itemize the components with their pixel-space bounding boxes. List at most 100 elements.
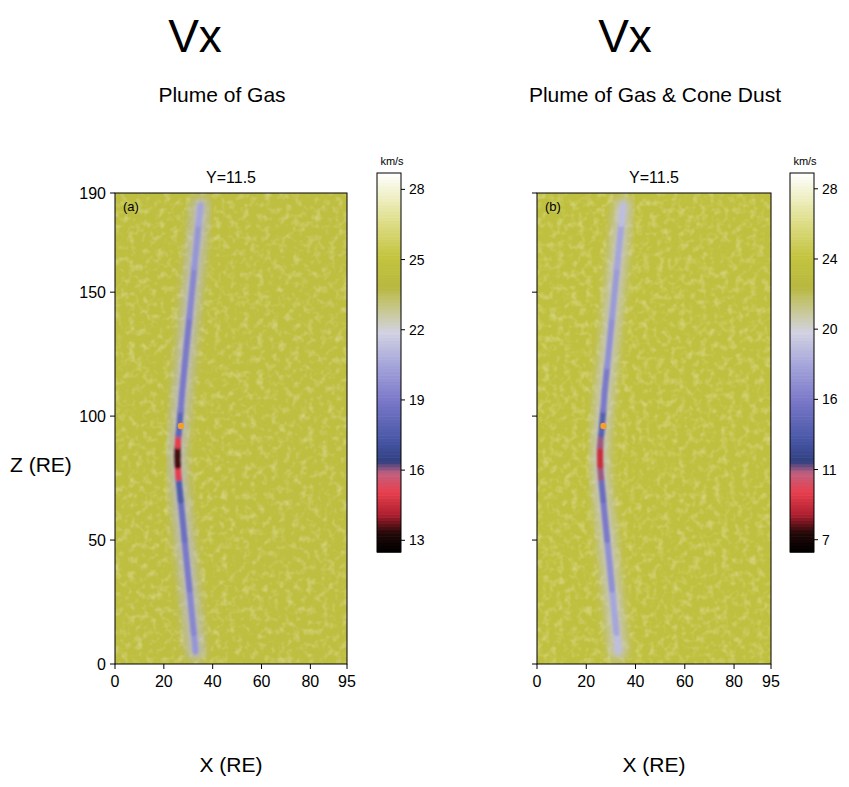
x-tick [537, 664, 538, 669]
plume-segment [621, 205, 623, 224]
title: Vx [168, 10, 222, 62]
source-marker [600, 423, 606, 429]
x-tick [310, 664, 311, 669]
colorbar-tick [401, 329, 405, 330]
plot-area [537, 193, 771, 664]
plume-segment [199, 205, 201, 224]
x-tick [163, 664, 164, 669]
y-tick [532, 664, 537, 665]
plot-title: Y=11.5 [206, 169, 256, 186]
plume-segment [603, 500, 607, 540]
colorbar-tick-label: 28 [409, 181, 425, 197]
plume-segment [601, 410, 603, 435]
colorbar-tick-label: 22 [409, 322, 425, 338]
colorbar-tick [814, 188, 818, 189]
x-tick [212, 664, 213, 669]
panel: VxPlume of Gas & Cone DustY=11.5(b)02040… [529, 10, 838, 776]
colorbar-label: km/s [793, 155, 817, 167]
plume-segment [607, 317, 612, 367]
y-tick [110, 292, 115, 293]
background-field [115, 193, 347, 664]
x-tick [771, 664, 772, 669]
colorbar-frame [377, 173, 401, 552]
colorbar-slice [377, 173, 401, 177]
x-axis-title: X (RE) [200, 753, 263, 776]
colorbar-tick [814, 258, 818, 259]
plot-title: Y=11.5 [629, 169, 679, 186]
source-marker [178, 423, 184, 429]
y-axis-title: Z (RE) [10, 453, 72, 476]
colorbar-tick [814, 329, 818, 330]
plume-segment [612, 267, 617, 317]
x-tick-label: 40 [204, 673, 222, 690]
colorbar-tick-label: 13 [409, 532, 425, 548]
colorbar-frame [790, 173, 814, 552]
x-tick-label: 80 [725, 673, 743, 690]
y-tick-label: 0 [97, 656, 106, 673]
plume-segment [603, 367, 607, 410]
colorbar-tick [401, 399, 405, 400]
plume-segment [181, 500, 185, 540]
plume-segment [185, 540, 190, 590]
panel: VxPlume of GasY=11.5(a)02040608095050100… [10, 10, 425, 776]
colorbar-slice [790, 173, 814, 177]
x-tick [586, 664, 587, 669]
x-tick-label: 95 [762, 673, 780, 690]
x-tick-label: 60 [676, 673, 694, 690]
colorbar-tick-label: 24 [822, 251, 838, 267]
colorbar: km/s131619222528 [377, 155, 425, 553]
plume [178, 205, 201, 651]
x-tick-label: 80 [301, 673, 319, 690]
x-tick [347, 664, 348, 669]
colorbar-tick-label: 20 [822, 321, 838, 337]
plume-segment [181, 367, 185, 410]
colorbar-tick-label: 11 [822, 462, 837, 478]
noise-texture [115, 193, 347, 664]
plot-frame [537, 193, 771, 664]
x-tick [261, 664, 262, 669]
x-tick-label: 20 [577, 673, 595, 690]
colorbar-tick [401, 540, 405, 541]
noise-texture [537, 193, 771, 664]
x-tick-label: 0 [533, 673, 542, 690]
x-tick-label: 0 [111, 673, 120, 690]
colorbar-tick-label: 19 [409, 392, 425, 408]
x-axis-title: X (RE) [623, 753, 686, 776]
plume-segment [194, 224, 198, 267]
y-tick [532, 193, 537, 194]
y-tick [532, 292, 537, 293]
colorbar-tick-label: 25 [409, 252, 425, 268]
plume-segment [190, 267, 195, 317]
y-tick [532, 540, 537, 541]
panel-label: (a) [123, 199, 139, 214]
plume-halo [600, 205, 623, 651]
colorbar-tick-label: 16 [822, 391, 838, 407]
x-tick [635, 664, 636, 669]
x-tick [734, 664, 735, 669]
y-tick-label: 190 [79, 185, 106, 202]
plume-halo [178, 205, 201, 651]
plot-area [115, 193, 347, 664]
y-tick-label: 50 [88, 532, 106, 549]
title: Vx [598, 10, 652, 62]
plume-segment [601, 478, 603, 500]
plume-segment [179, 410, 181, 435]
colorbar-tick [814, 469, 818, 470]
colorbar-tick [814, 539, 818, 540]
colorbar-tick [401, 259, 405, 260]
y-tick-label: 100 [79, 408, 106, 425]
subtitle: Plume of Gas [158, 83, 285, 106]
colorbar-tick [401, 189, 405, 190]
background-field [537, 193, 771, 664]
y-tick [110, 193, 115, 194]
x-tick-label: 40 [627, 673, 645, 690]
figure: Vx Plume of Gas Y=11.5 (a) 0 20 40 60 80 95 0 50 100… [0, 0, 849, 787]
x-tick-label: 60 [253, 673, 271, 690]
plot-frame [115, 193, 347, 664]
colorbar-tick [814, 399, 818, 400]
plume-segment [612, 590, 616, 633]
colorbar-tick-label: 28 [822, 181, 838, 197]
colorbar-tick-label: 7 [822, 532, 830, 548]
y-tick [110, 664, 115, 665]
plume [600, 205, 623, 651]
